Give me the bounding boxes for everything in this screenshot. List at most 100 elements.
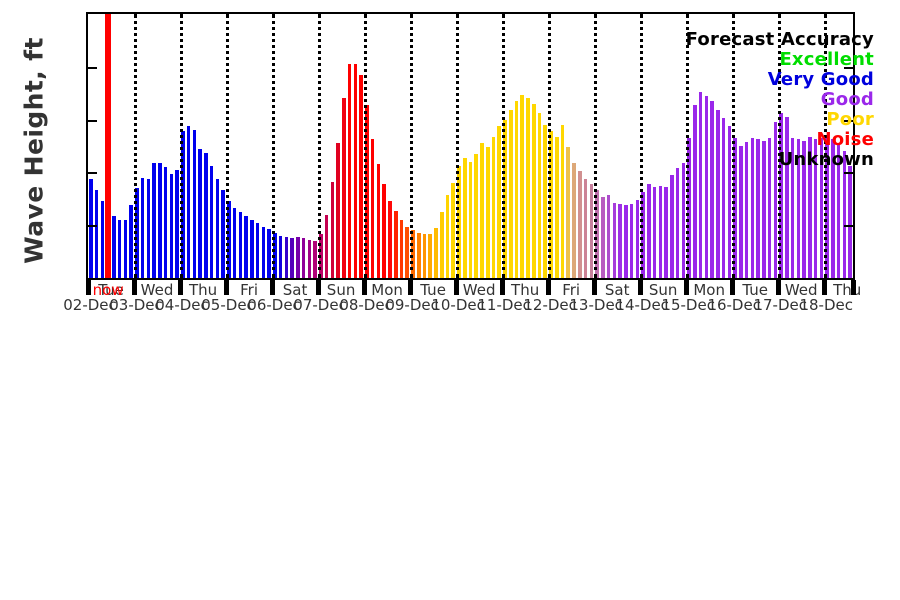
- day-separator: [318, 14, 322, 278]
- day-separator: [364, 14, 368, 278]
- y-axis-tick: [88, 225, 97, 228]
- bar: [244, 215, 248, 278]
- x-axis-weekday-label: Tue: [98, 281, 124, 299]
- bar: [560, 124, 565, 278]
- bar: [808, 136, 812, 278]
- day-separator: [502, 14, 506, 278]
- x-axis-tick: [638, 280, 644, 295]
- day-separator: [686, 14, 690, 278]
- x-axis-date-label: 08-Dec: [339, 296, 393, 314]
- day-separator: [548, 14, 552, 278]
- bar: [330, 181, 335, 278]
- bar: [342, 98, 346, 278]
- x-axis-tick: [86, 280, 91, 295]
- x-axis-weekday-label: Sun: [326, 281, 356, 299]
- bar: [238, 212, 243, 278]
- bar: [94, 189, 99, 278]
- bar: [192, 130, 197, 278]
- bar: [445, 194, 450, 278]
- x-axis-tick: [684, 280, 690, 295]
- x-axis-date-label: 03-Dec: [109, 296, 163, 314]
- x-axis-date-label: 02-Dec: [63, 296, 117, 314]
- bar: [681, 163, 686, 278]
- bar: [612, 202, 617, 278]
- bar: [658, 185, 663, 278]
- bar: [112, 215, 116, 278]
- bar: [767, 138, 772, 278]
- bar: [520, 94, 525, 278]
- day-separator: [226, 14, 230, 278]
- bar: [554, 136, 559, 278]
- bar: [393, 210, 398, 278]
- bar: [250, 219, 254, 278]
- x-axis-tick: [776, 280, 782, 295]
- y-axis-tick-right: [844, 119, 853, 122]
- bar: [336, 143, 340, 278]
- bar: [485, 147, 490, 278]
- bar: [773, 122, 778, 278]
- bar: [324, 214, 329, 278]
- bar: [543, 124, 548, 278]
- bar: [439, 212, 444, 278]
- bar: [647, 184, 651, 278]
- x-axis-weekday-label: Sat: [604, 281, 630, 299]
- x-axis-tick: [592, 280, 598, 295]
- bar: [146, 179, 151, 278]
- x-axis-date-label: 17-Dec: [753, 296, 807, 314]
- bar: [698, 91, 703, 278]
- x-axis-weekday-label: Wed: [462, 281, 496, 299]
- bar: [664, 186, 668, 278]
- bar: [514, 101, 519, 278]
- x-axis-weekday-label: Mon: [371, 281, 403, 299]
- x-axis-date-label: 09-Dec: [385, 296, 439, 314]
- bar: [198, 148, 202, 278]
- bar: [313, 241, 317, 278]
- bar: [480, 143, 484, 278]
- day-separator: [824, 14, 828, 278]
- bar: [739, 146, 743, 278]
- bar: [831, 139, 835, 278]
- x-axis-weekday-label: Tue: [742, 281, 769, 299]
- day-separator: [410, 14, 414, 278]
- x-axis-weekday-label: Thu: [511, 281, 540, 299]
- bar: [301, 238, 306, 278]
- bar: [296, 237, 300, 278]
- bar: [716, 110, 720, 278]
- bar: [842, 151, 847, 278]
- day-separator: [640, 14, 644, 278]
- bar: [802, 140, 806, 278]
- bar: [215, 179, 220, 278]
- x-axis-date-label: 07-Dec: [293, 296, 347, 314]
- bar: [526, 98, 530, 278]
- bar: [451, 182, 456, 278]
- bar: [583, 179, 588, 278]
- bar: [284, 237, 289, 278]
- bar: [123, 219, 128, 278]
- bar: [175, 169, 179, 278]
- bar: [721, 118, 726, 278]
- day-separator: [180, 14, 184, 278]
- bar: [163, 167, 168, 278]
- x-axis-weekday-label: Tue: [420, 281, 446, 299]
- bar: [100, 201, 105, 278]
- bar: [353, 64, 358, 278]
- bar: [750, 138, 755, 278]
- x-axis-weekday-label: Thu: [188, 281, 218, 299]
- bar: [744, 142, 749, 278]
- bar: [601, 197, 605, 278]
- x-axis-date-label: 15-Dec: [661, 296, 715, 314]
- bar: [785, 116, 789, 278]
- bar: [434, 227, 438, 278]
- bar: [572, 163, 576, 278]
- bar: [848, 165, 852, 278]
- x-axis-date-label: 05-Dec: [201, 296, 255, 314]
- bar: [428, 234, 433, 278]
- bar: [370, 139, 375, 278]
- bar: [606, 194, 611, 278]
- x-axis-tick: [178, 280, 184, 295]
- x-axis-weekday-label: Wed: [140, 281, 174, 299]
- x-axis-tick: [408, 280, 414, 295]
- x-axis-tick: [270, 280, 276, 295]
- bar: [267, 229, 271, 278]
